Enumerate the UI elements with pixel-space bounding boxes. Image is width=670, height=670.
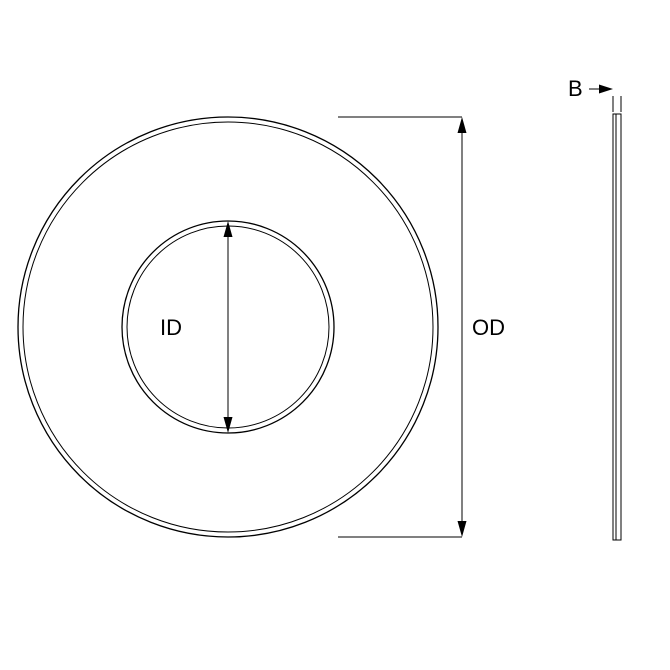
b-label: B xyxy=(568,76,583,101)
washer-technical-drawing: ID OD B xyxy=(0,0,670,670)
id-label: ID xyxy=(160,315,182,340)
dimension-id: ID xyxy=(160,221,233,433)
od-label: OD xyxy=(472,315,505,340)
dimension-od: OD xyxy=(338,117,505,537)
dimension-b: B xyxy=(568,76,621,112)
side-view xyxy=(613,114,621,540)
